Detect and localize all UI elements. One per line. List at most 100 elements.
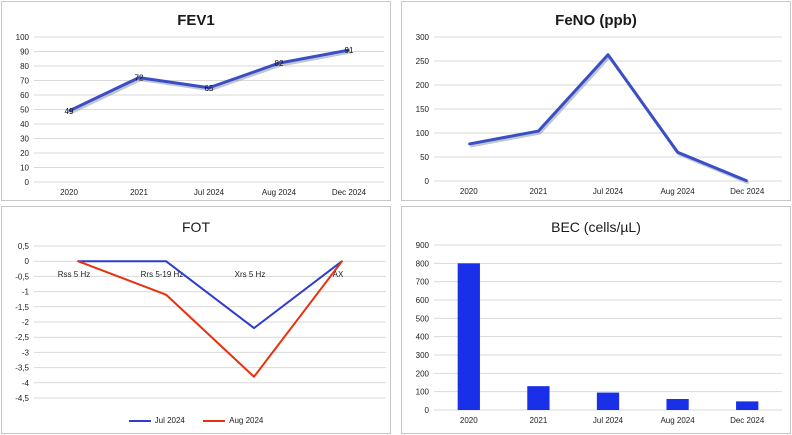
- bar: [596, 392, 620, 410]
- y-tick-label: 200: [416, 81, 430, 90]
- legend-label-jul-2024: Jul 2024: [154, 416, 185, 425]
- feno-chart-panel: FeNO (ppb) 300 250 200 150 100 50 0 2020 2021 Jul…: [401, 1, 791, 201]
- y-tick-label: 200: [416, 369, 430, 378]
- series-line: [77, 260, 343, 378]
- y-tick-label: 250: [416, 57, 430, 66]
- y-tick-label: -3: [22, 348, 30, 357]
- series-point: [676, 151, 679, 153]
- x-tick-label: Jul 2024: [593, 187, 624, 196]
- x-tick-label: Jul 2024: [593, 416, 624, 425]
- fot-plot: 0,5 0 -0,5 -1 -1,5 -2 -2,5 -3 -3,5 -4 -4,5 Rss 5 Hz…: [15, 242, 386, 403]
- fot-title: FOT: [182, 219, 210, 235]
- data-label: 65: [205, 84, 214, 93]
- y-tick-label: 20: [20, 149, 29, 158]
- series-point: [278, 62, 280, 64]
- y-tick-label: 0: [425, 177, 430, 186]
- series-point: [165, 260, 167, 262]
- y-tick-label: 0: [25, 178, 30, 187]
- series-point: [468, 143, 470, 145]
- x-tick-label: Dec 2024: [730, 187, 765, 196]
- bar: [457, 263, 480, 410]
- y-tick-label: -1,5: [15, 303, 29, 312]
- x-tick-label: 2020: [460, 416, 478, 425]
- x-tick-label: Xrs 5 Hz: [235, 270, 266, 279]
- series-point: [77, 260, 79, 262]
- series-point: [208, 86, 210, 89]
- data-label: 82: [275, 59, 284, 68]
- y-tick-label: 50: [420, 153, 429, 162]
- x-tick-label: Dec 2024: [730, 416, 765, 425]
- y-tick-label: 100: [416, 388, 430, 397]
- y-tick-label: 100: [416, 129, 430, 138]
- legend-item-jul-2024: Jul 2024: [128, 416, 185, 425]
- y-tick-label: -4,5: [15, 394, 29, 403]
- y-tick-label: 300: [416, 351, 430, 360]
- x-tick-label: Rrs 5-19 Hz: [141, 270, 184, 279]
- legend-swatch-jul-2024: [128, 419, 151, 422]
- y-tick-label: 40: [20, 120, 29, 129]
- series-point: [138, 76, 140, 79]
- y-tick-label: -0,5: [15, 272, 29, 281]
- fot-legend: Jul 2024 Aug 2024: [2, 415, 390, 425]
- y-tick-label: -1: [22, 288, 30, 297]
- bec-chart-panel: BEC (cells/µL) 900 800 700 600 500 400 300 200 1…: [401, 206, 791, 434]
- fev1-chart-panel: FEV1 100 90 80 70 60 50 40 30 20 10 0 2020 2021 Jul 2…: [1, 1, 391, 201]
- y-tick-label: 900: [416, 241, 430, 250]
- series-point: [537, 130, 540, 132]
- y-tick-label: 70: [20, 77, 29, 86]
- series-point: [607, 53, 609, 56]
- series-point: [348, 49, 350, 51]
- data-label: 91: [345, 46, 354, 55]
- y-tick-label: 300: [416, 33, 430, 42]
- x-tick-label: Aug 2024: [262, 188, 297, 197]
- legend-item-aug-2024: Aug 2024: [203, 416, 263, 425]
- series-point: [746, 180, 748, 182]
- x-tick-label: 2020: [60, 188, 78, 197]
- y-tick-label: 0: [425, 406, 430, 415]
- series-line-shadow: [69, 50, 351, 115]
- y-tick-label: 100: [16, 33, 30, 42]
- y-tick-label: 10: [20, 164, 29, 173]
- x-tick-label: 2021: [530, 416, 548, 425]
- x-tick-label: 2020: [460, 187, 478, 196]
- series-line: [468, 53, 748, 183]
- x-tick-label: 2021: [530, 187, 548, 196]
- series-line: [78, 260, 343, 330]
- feno-plot: 300 250 200 150 100 50 0 2020 2021 Jul 2024 Aug 20…: [416, 33, 782, 196]
- x-tick-label: Rss 5 Hz: [58, 270, 90, 279]
- y-tick-label: 30: [20, 135, 29, 144]
- legend-swatch-aug-2024: [203, 419, 226, 422]
- x-tick-label: AX: [333, 270, 344, 279]
- y-tick-label: 80: [20, 62, 29, 71]
- bec-title: BEC (cells/µL): [551, 219, 641, 235]
- y-tick-label: -2: [22, 318, 30, 327]
- bar: [666, 399, 689, 410]
- legend-label-aug-2024: Aug 2024: [229, 416, 264, 425]
- series-point: [253, 327, 255, 329]
- x-tick-label: Dec 2024: [332, 188, 367, 197]
- y-tick-label: 90: [20, 48, 29, 57]
- y-tick-label: 0: [25, 257, 30, 266]
- bar: [736, 401, 759, 410]
- series-point: [165, 293, 167, 296]
- y-tick-label: -2,5: [15, 333, 29, 342]
- y-tick-label: 600: [416, 296, 430, 305]
- bec-plot: 900 800 700 600 500 400 300 200 100 0 2020 2021 Jul …: [416, 241, 782, 425]
- data-label: 72: [135, 74, 144, 83]
- y-tick-label: 700: [416, 278, 430, 287]
- y-tick-label: 400: [416, 333, 430, 342]
- series-point: [253, 375, 255, 378]
- data-label: 49: [65, 107, 74, 116]
- y-tick-label: 500: [416, 314, 430, 323]
- y-tick-label: 50: [20, 106, 29, 115]
- y-tick-label: 150: [416, 105, 430, 114]
- y-tick-label: 800: [416, 259, 430, 268]
- fot-chart-panel: FOT 0,5 0 -0,5 -1 -1,5 -2 -2,5 -3 -3,5 -4 -4,5 Rss …: [1, 206, 391, 434]
- y-tick-label: -4: [22, 379, 30, 388]
- x-tick-label: Aug 2024: [660, 416, 695, 425]
- series-point: [341, 260, 343, 262]
- fev1-title: FEV1: [177, 12, 215, 29]
- x-tick-label: Jul 2024: [194, 188, 225, 197]
- x-tick-label: Aug 2024: [660, 187, 695, 196]
